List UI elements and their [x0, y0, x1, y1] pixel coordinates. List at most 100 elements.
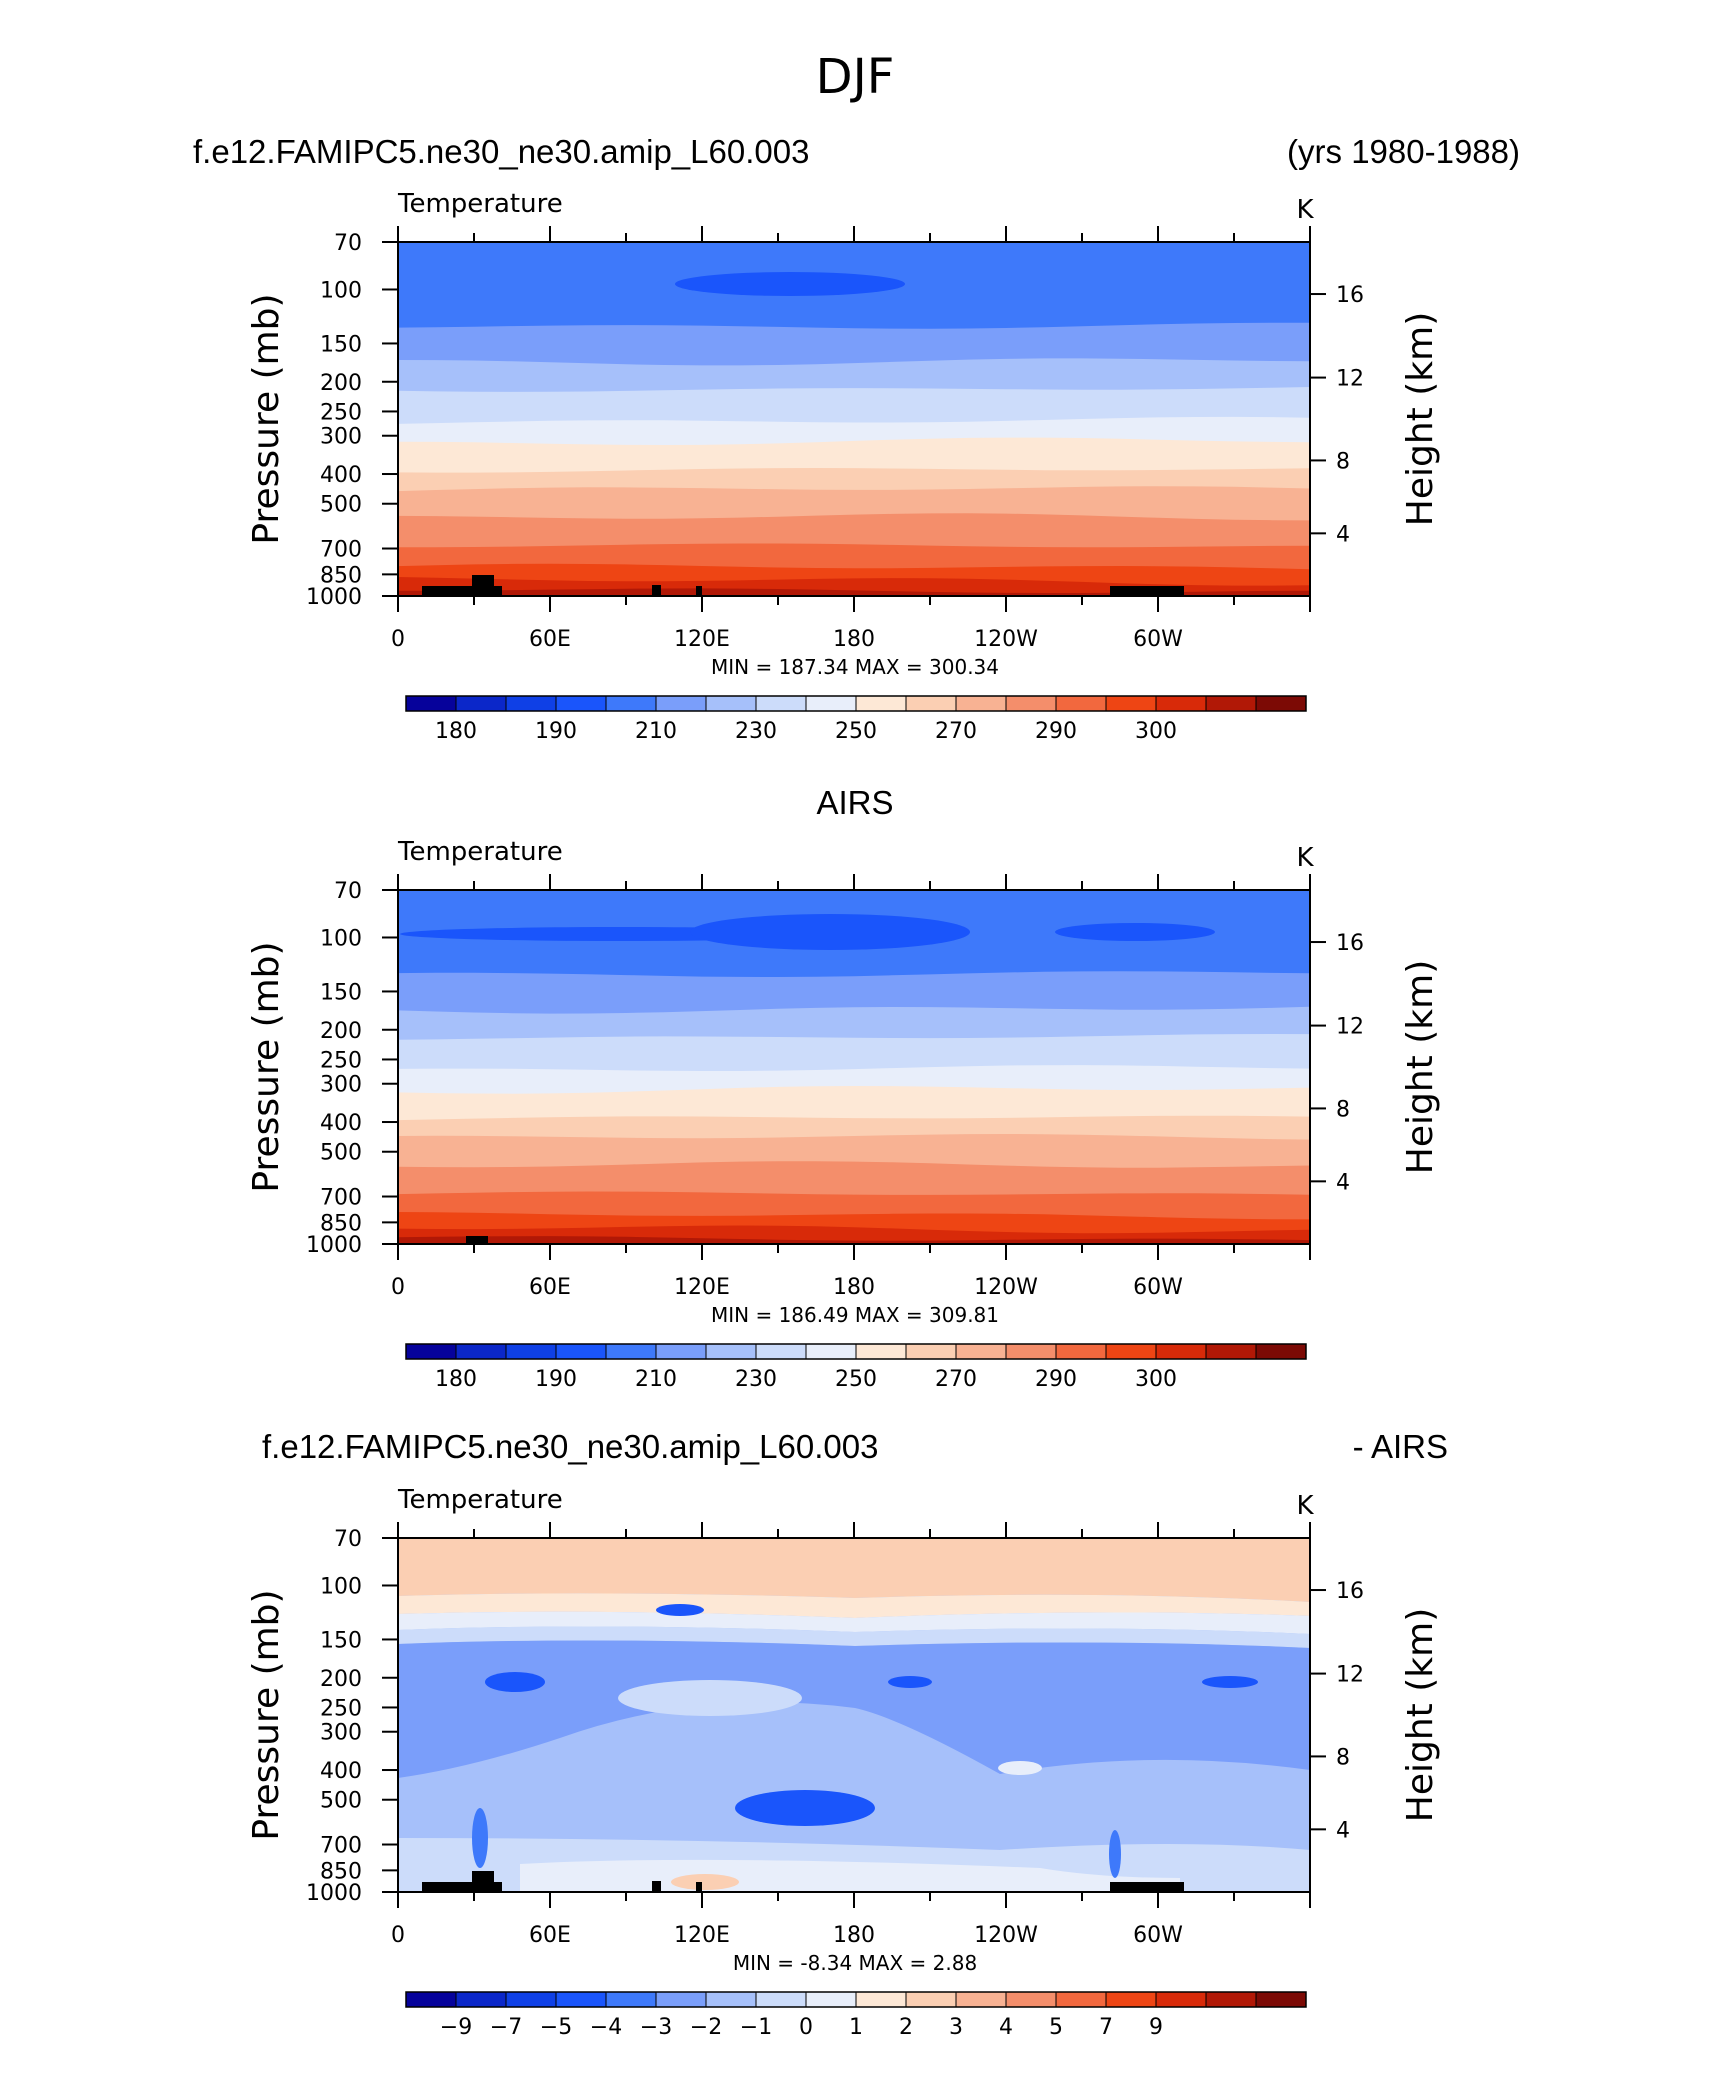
y-tick-label: 200	[320, 1667, 362, 1692]
contour-blob	[1055, 923, 1215, 941]
panel-3-colorbar: −9 −7 −5 −4 −3 −2 −1 0 1 2 3 4 5 7 9	[405, 1991, 1307, 2040]
panel-2-y-axis-label-right: Height (km)	[1400, 960, 1441, 1174]
y-right-tick-label: 12	[1336, 1663, 1364, 1688]
colorbar-swatch	[806, 696, 857, 711]
colorbar-swatch	[956, 1992, 1007, 2007]
colorbar-label: 230	[735, 719, 777, 744]
y-right-tick-label: 4	[1336, 1818, 1350, 1843]
y-right-tick-label: 8	[1336, 1097, 1350, 1122]
colorbar-label: −3	[640, 2015, 672, 2040]
x-tick-label: 0	[391, 1275, 405, 1300]
colorbar-label: 5	[1049, 2015, 1063, 2040]
contour-band	[398, 1626, 1310, 1648]
y-tick-label: 300	[320, 425, 362, 450]
colorbar-label: 300	[1135, 719, 1177, 744]
colorbar-swatch	[706, 1344, 757, 1359]
panel-3-min-max: MIN = -8.34 MAX = 2.88	[733, 1951, 977, 1975]
contour-blob	[735, 1790, 875, 1826]
colorbar-swatch	[1006, 696, 1057, 711]
colorbar-swatch	[456, 1992, 507, 2007]
y-tick-label: 700	[320, 538, 362, 563]
colorbar-label: 7	[1099, 2015, 1113, 2040]
colorbar-swatch	[906, 696, 957, 711]
contour-blob	[998, 1761, 1042, 1775]
colorbar-label: −2	[690, 2015, 722, 2040]
y-right-tick-label: 12	[1336, 367, 1364, 392]
colorbar-swatch	[406, 696, 457, 711]
panel-3-y-axis-label-right: Height (km)	[1400, 1608, 1441, 1822]
colorbar-label: −4	[590, 2015, 622, 2040]
colorbar-label: 270	[935, 1367, 977, 1392]
colorbar-swatch	[556, 1992, 607, 2007]
colorbar-swatch	[556, 1344, 607, 1359]
y-tick-label: 500	[320, 1789, 362, 1814]
colorbar-label: 300	[1135, 1367, 1177, 1392]
colorbar-label: 0	[799, 2015, 813, 2040]
colorbar-label: 270	[935, 719, 977, 744]
colorbar-label: 4	[999, 2015, 1013, 2040]
colorbar-swatch	[656, 696, 707, 711]
panel-1-units-label: K	[1296, 195, 1314, 225]
colorbar-swatch	[1056, 696, 1107, 711]
topography-mask	[1110, 586, 1184, 596]
y-tick-label: 150	[320, 1628, 362, 1653]
panel-2-colorbar: 180 190 210 230 250 270 290 300	[405, 1343, 1307, 1392]
colorbar-label: 190	[535, 719, 577, 744]
colorbar-label: 190	[535, 1367, 577, 1392]
colorbar-swatch	[656, 1992, 707, 2007]
panel-1-field-label: Temperature	[397, 189, 563, 219]
colorbar-swatch	[1106, 1992, 1157, 2007]
x-tick-label: 60W	[1133, 627, 1183, 652]
x-tick-label: 60E	[529, 1275, 571, 1300]
colorbar-swatch	[1006, 1992, 1057, 2007]
colorbar-swatch	[806, 1992, 857, 2007]
y-tick-label: 100	[320, 278, 362, 303]
topography-mask	[472, 1871, 494, 1892]
topography-mask	[466, 1236, 488, 1244]
x-tick-label: 180	[833, 1275, 875, 1300]
colorbar-label: 9	[1149, 2015, 1163, 2040]
colorbar-swatch	[706, 1992, 757, 2007]
colorbar-swatch	[506, 1992, 557, 2007]
colorbar-swatch	[1106, 1344, 1157, 1359]
y-tick-label: 700	[320, 1834, 362, 1859]
colorbar-label: −1	[740, 2015, 772, 2040]
y-tick-label: 150	[320, 980, 362, 1005]
contour-band	[398, 1236, 1310, 1244]
contour-band	[398, 1538, 1310, 1602]
contour-blob	[618, 1680, 802, 1716]
colorbar-label: −7	[490, 2015, 522, 2040]
contour-blob	[1109, 1830, 1121, 1878]
colorbar-swatch	[606, 696, 657, 711]
colorbar-swatch	[806, 1344, 857, 1359]
y-tick-label: 400	[320, 463, 362, 488]
colorbar-swatch	[456, 1344, 507, 1359]
y-tick-label: 70	[334, 231, 362, 256]
colorbar-swatch	[756, 1992, 807, 2007]
y-tick-label: 1000	[306, 585, 362, 610]
panel-2-min-max: MIN = 186.49 MAX = 309.81	[711, 1303, 999, 1327]
topography-mask	[422, 586, 502, 596]
colorbar-swatch	[606, 1992, 657, 2007]
topography-mask	[472, 575, 494, 596]
y-right-tick-label: 12	[1336, 1015, 1364, 1040]
colorbar-label: 290	[1035, 1367, 1077, 1392]
colorbar-label: −5	[540, 2015, 572, 2040]
x-tick-label: 60E	[529, 627, 571, 652]
contour-blob	[690, 914, 970, 950]
panel-1-header-left: f.e12.FAMIPC5.ne30_ne30.amip_L60.003	[193, 133, 809, 170]
y-tick-label: 70	[334, 1527, 362, 1552]
colorbar-swatch	[1256, 696, 1307, 711]
panel-1-colorbar: 180 190 210 230 250 270 290 300	[405, 695, 1307, 744]
topography-mask	[652, 585, 661, 596]
colorbar-swatch	[556, 696, 607, 711]
contour-band	[398, 588, 1310, 596]
colorbar-swatch	[856, 1344, 907, 1359]
x-tick-label: 60E	[529, 1923, 571, 1948]
x-tick-label: 120W	[974, 1275, 1038, 1300]
colorbar-swatch	[906, 1344, 957, 1359]
topography-mask	[1110, 1882, 1184, 1892]
